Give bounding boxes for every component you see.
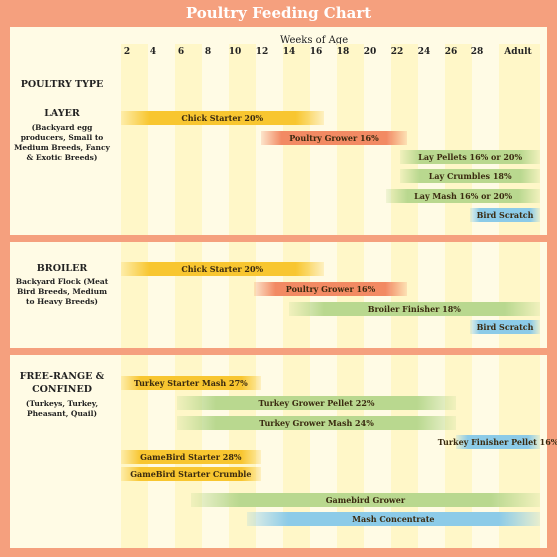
feed-bar: Turkey Starter Mash 27% xyxy=(121,376,261,390)
grid-column xyxy=(121,44,148,235)
feed-bar: Lay Crumbles 18% xyxy=(400,169,540,183)
chart-title: Poultry Feeding Chart xyxy=(185,4,372,22)
feed-bar: Lay Mash 16% or 20% xyxy=(386,189,540,203)
row-header: POULTRY TYPE xyxy=(20,79,104,90)
x-tick-label: 4 xyxy=(149,47,157,57)
x-tick-label: Adult xyxy=(504,47,532,57)
x-tick-label: 14 xyxy=(282,47,296,57)
x-tick-label: 8 xyxy=(204,47,212,57)
broiler-description: Backyard Flock (Meat Bird Breeds, Medium… xyxy=(15,277,109,306)
grid-column xyxy=(499,44,540,235)
feed-bar: Bird Scratch xyxy=(470,208,540,222)
layer-description: (Backyard egg producers, Small to Medium… xyxy=(14,123,110,162)
x-tick-label: 22 xyxy=(390,47,404,57)
grid-column xyxy=(229,242,256,348)
free-range-name: FREE-RANGE & CONFINED xyxy=(19,371,105,395)
feed-bar: GameBird Starter Crumble xyxy=(121,467,261,481)
grid-column xyxy=(175,44,202,235)
feed-bar: Mash Concentrate xyxy=(246,512,540,526)
x-tick-label: 16 xyxy=(309,47,323,57)
feed-bar: Poultry Grower 16% xyxy=(253,282,408,296)
grid-column xyxy=(121,242,148,348)
feed-bar: Poultry Grower 16% xyxy=(260,131,408,145)
feed-bar: Chick Starter 20% xyxy=(121,262,324,276)
feed-bar: Gamebird Grower xyxy=(190,493,540,507)
feed-bar: Turkey Grower Mash 24% xyxy=(176,416,457,430)
x-tick-label: 10 xyxy=(228,47,242,57)
x-tick-label: 20 xyxy=(363,47,377,57)
x-tick-label: 18 xyxy=(336,47,350,57)
feed-bar: Chick Starter 20% xyxy=(121,111,324,125)
feed-bar: Turkey Finisher Pellet 16% xyxy=(437,435,557,449)
grid-column xyxy=(445,44,472,235)
x-tick-label: 12 xyxy=(255,47,269,57)
x-tick-label: 26 xyxy=(444,47,458,57)
x-tick-label: 24 xyxy=(417,47,431,57)
grid-column xyxy=(445,242,472,348)
feed-bar: Bird Scratch xyxy=(470,320,540,334)
feed-bar: Broiler Finisher 18% xyxy=(288,302,540,316)
layer-name: LAYER xyxy=(44,108,80,119)
feed-bar: GameBird Starter 28% xyxy=(121,450,261,464)
grid-column xyxy=(229,44,256,235)
x-tick-label: 2 xyxy=(123,47,131,57)
feed-bar: Lay Pellets 16% or 20% xyxy=(400,150,540,164)
x-tick-label: 6 xyxy=(177,47,185,57)
free-range-description: (Turkeys, Turkey, Pheasant, Quail) xyxy=(25,399,99,418)
grid-column xyxy=(175,242,202,348)
x-axis-title: Weeks of Age xyxy=(280,35,349,46)
broiler-name: BROILER xyxy=(36,263,88,274)
feed-bar: Turkey Grower Pellet 22% xyxy=(176,396,457,410)
x-tick-label: 28 xyxy=(470,47,484,57)
